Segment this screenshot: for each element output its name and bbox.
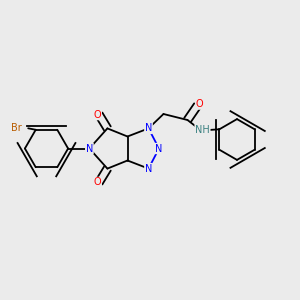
Text: O: O: [94, 177, 101, 188]
Text: NH: NH: [195, 124, 210, 135]
Text: O: O: [94, 110, 101, 120]
Text: N: N: [155, 143, 163, 154]
Text: O: O: [196, 99, 204, 109]
Text: N: N: [86, 143, 93, 154]
Text: Br: Br: [11, 123, 22, 133]
Text: N: N: [145, 164, 152, 174]
Text: N: N: [145, 123, 152, 134]
